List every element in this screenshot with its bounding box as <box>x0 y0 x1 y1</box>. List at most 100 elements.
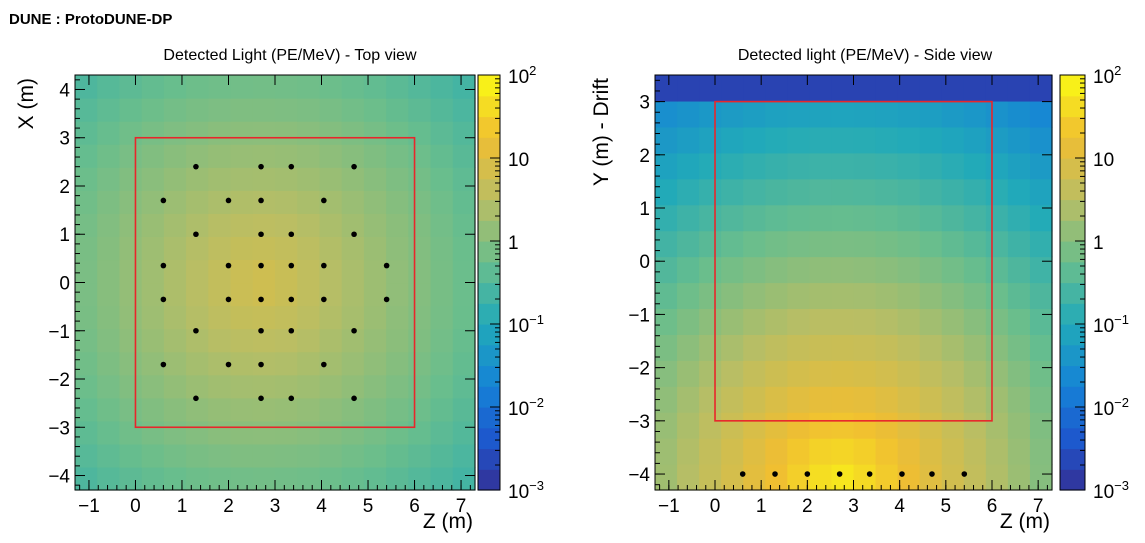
heatmap-cell <box>721 178 744 206</box>
heatmap-cell <box>699 152 722 180</box>
heatmap-cell <box>941 334 965 361</box>
heatmap-cell <box>721 386 744 413</box>
heatmap-cell <box>75 144 98 168</box>
heatmap-cell <box>963 126 987 154</box>
side-view-colorbar: 10−3 10−2 10−1 1 10 102 <box>1059 63 1129 503</box>
heatmap-cell <box>97 466 121 491</box>
heatmap-cell <box>897 75 921 102</box>
x-tick-label: 7 <box>1033 496 1044 517</box>
heatmap-cell <box>408 98 432 122</box>
heatmap-cell <box>430 75 454 99</box>
heatmap-cell <box>809 152 833 180</box>
colorbar-step <box>1060 282 1085 304</box>
heatmap-cell <box>386 259 409 284</box>
heatmap-cell <box>230 144 254 168</box>
heatmap-cell <box>163 144 187 168</box>
heatmap-cell <box>1029 256 1053 284</box>
pmt-marker <box>258 231 264 238</box>
heatmap-cell <box>430 167 454 191</box>
heatmap-cell <box>186 443 209 468</box>
x-tick-label: 0 <box>710 496 721 517</box>
heatmap-cell <box>163 443 187 468</box>
heatmap-cell <box>875 256 899 284</box>
heatmap-cell <box>341 259 365 284</box>
heatmap-cell <box>141 98 165 122</box>
heatmap-cell <box>141 282 165 307</box>
figure-title: DUNE : ProtoDUNE-DP <box>9 11 172 28</box>
pmt-marker <box>321 262 327 269</box>
heatmap-cell <box>919 230 943 258</box>
heatmap-cell <box>186 236 209 261</box>
top-view-plot: Detected Light (PE/MeV) - Top view −1 0 1 2… <box>15 47 544 533</box>
heatmap-cell <box>186 213 209 237</box>
heatmap-cell <box>252 443 276 468</box>
heatmap-cell <box>297 305 321 330</box>
colorbar-step <box>1060 178 1085 201</box>
heatmap-cell <box>386 397 409 422</box>
colorbar-step <box>478 282 500 304</box>
heatmap-cell <box>831 438 855 465</box>
heatmap-cell <box>677 230 700 258</box>
pmt-marker <box>288 327 295 334</box>
heatmap-cell <box>743 178 766 206</box>
heatmap-cell <box>341 351 365 376</box>
pmt-marker <box>288 262 295 269</box>
heatmap-cell <box>1029 100 1053 128</box>
heatmap-cell <box>252 213 276 237</box>
heatmap-cell <box>275 374 298 399</box>
heatmap-cell <box>452 75 476 99</box>
heatmap-cell <box>75 98 98 122</box>
heatmap-cell <box>721 334 744 361</box>
heatmap-cell <box>677 464 700 491</box>
heatmap-cell <box>408 167 432 191</box>
heatmap-cell <box>1007 438 1031 465</box>
heatmap-cell <box>721 360 744 387</box>
heatmap-cell <box>319 98 343 122</box>
heatmap-cell <box>119 213 143 237</box>
heatmap-cell <box>1007 386 1031 413</box>
heatmap-cell <box>230 397 254 422</box>
heatmap-cell <box>787 282 810 310</box>
heatmap-cell <box>743 204 766 232</box>
heatmap-cell <box>1029 75 1053 102</box>
x-tick-label: 2 <box>802 496 813 517</box>
pmt-marker <box>258 327 264 334</box>
pmt-marker <box>961 471 968 477</box>
heatmap-cell <box>275 121 298 145</box>
heatmap-cell <box>252 351 276 376</box>
colorbar-step <box>1060 344 1085 367</box>
colorbar-step <box>478 241 500 263</box>
heatmap-cell <box>452 144 476 168</box>
colorbar-step <box>478 95 500 118</box>
heatmap-cell <box>119 466 143 491</box>
colorbar-step <box>1060 448 1085 470</box>
heatmap-cell <box>853 126 877 154</box>
heatmap-cell <box>787 438 810 465</box>
heatmap-cell <box>319 374 343 399</box>
heatmap-cell <box>252 466 276 491</box>
heatmap-cell <box>743 152 766 180</box>
heatmap-cell <box>163 282 187 307</box>
heatmap-cell <box>386 144 409 168</box>
heatmap-cell <box>297 282 321 307</box>
heatmap-cell <box>230 374 254 399</box>
colorbar-step <box>478 344 500 367</box>
heatmap-cell <box>252 121 276 145</box>
heatmap-cell <box>230 75 254 99</box>
x-tick-label: 7 <box>456 496 467 517</box>
heatmap-cell <box>655 256 678 284</box>
y-tick-label: −1 <box>48 322 70 343</box>
heatmap-cell <box>655 126 678 154</box>
heatmap-cell <box>743 282 766 310</box>
heatmap-cell <box>699 334 722 361</box>
heatmap-cell <box>141 259 165 284</box>
heatmap-cell <box>208 351 232 376</box>
y-tick-label: −4 <box>628 465 650 486</box>
heatmap-cell <box>275 305 298 330</box>
heatmap-cell <box>119 98 143 122</box>
heatmap-cell <box>919 204 943 232</box>
heatmap-cell <box>809 282 833 310</box>
heatmap-cell <box>897 334 921 361</box>
heatmap-cell <box>408 374 432 399</box>
heatmap-cell <box>75 328 98 353</box>
